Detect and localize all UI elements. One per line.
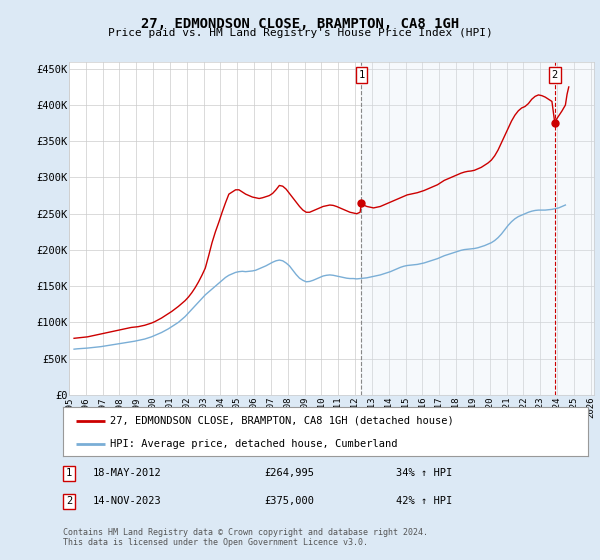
Text: 2: 2 <box>551 70 558 80</box>
Text: HPI: Average price, detached house, Cumberland: HPI: Average price, detached house, Cumb… <box>110 439 398 449</box>
Text: 2: 2 <box>66 496 72 506</box>
Bar <box>361 62 594 395</box>
Text: 42% ↑ HPI: 42% ↑ HPI <box>396 496 452 506</box>
Text: 27, EDMONDSON CLOSE, BRAMPTON, CA8 1GH: 27, EDMONDSON CLOSE, BRAMPTON, CA8 1GH <box>141 17 459 31</box>
Text: Contains HM Land Registry data © Crown copyright and database right 2024.
This d: Contains HM Land Registry data © Crown c… <box>63 528 428 547</box>
Text: 27, EDMONDSON CLOSE, BRAMPTON, CA8 1GH (detached house): 27, EDMONDSON CLOSE, BRAMPTON, CA8 1GH (… <box>110 416 454 426</box>
Text: 34% ↑ HPI: 34% ↑ HPI <box>396 468 452 478</box>
Text: £264,995: £264,995 <box>264 468 314 478</box>
Text: £375,000: £375,000 <box>264 496 314 506</box>
Text: 1: 1 <box>66 468 72 478</box>
Text: 18-MAY-2012: 18-MAY-2012 <box>93 468 162 478</box>
Text: 14-NOV-2023: 14-NOV-2023 <box>93 496 162 506</box>
Text: Price paid vs. HM Land Registry's House Price Index (HPI): Price paid vs. HM Land Registry's House … <box>107 28 493 38</box>
Text: 1: 1 <box>358 70 365 80</box>
